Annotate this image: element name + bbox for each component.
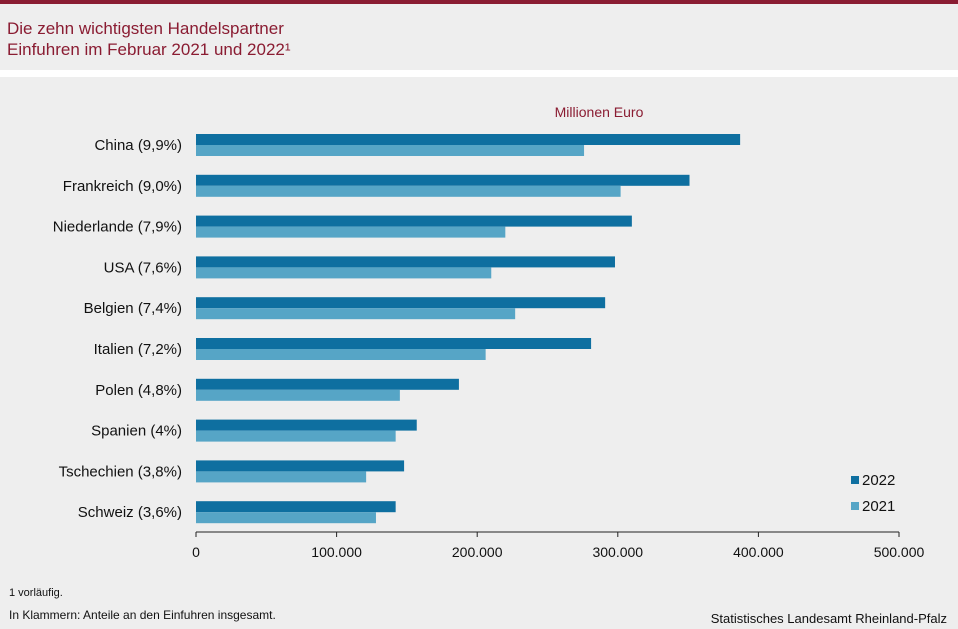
category-label: Spanien (4%): [91, 423, 182, 440]
bar-2022: [196, 378, 459, 390]
source-label: Statistisches Landesamt Rheinland-Pfalz: [710, 611, 947, 626]
bar-2022: [196, 256, 615, 268]
x-tick-label: 500.000: [874, 544, 925, 560]
bar-2021: [196, 145, 585, 156]
bar-2022: [196, 460, 405, 472]
bar-2022: [196, 419, 417, 431]
bar-2022: [196, 297, 606, 309]
bar-2022: [196, 501, 396, 513]
category-label: USA (7,6%): [104, 259, 182, 276]
footnote-shares: In Klammern: Anteile an den Einfuhren in…: [9, 608, 276, 622]
bar-2021: [196, 430, 396, 442]
header: Die zehn wichtigsten Handelspartner Einf…: [0, 4, 958, 70]
x-tick-label: 300.000: [592, 544, 643, 560]
legend-label: 2021: [862, 498, 895, 515]
legend-swatch-2022: [851, 476, 859, 484]
category-label: Schweiz (3,6%): [78, 504, 182, 521]
bar-2021: [196, 308, 516, 320]
x-tick-label: 400.000: [733, 544, 784, 560]
unit-label: Millionen Euro: [555, 104, 644, 120]
bar-2021: [196, 512, 376, 524]
x-tick-label: 200.000: [452, 544, 503, 560]
title-line-1: Die zehn wichtigsten Handelspartner: [7, 19, 284, 38]
footnote-preliminary: 1 vorläufig.: [9, 587, 63, 599]
header-separator: [0, 70, 958, 77]
category-label: Belgien (7,4%): [84, 300, 182, 317]
bar-2021: [196, 471, 367, 483]
legend-swatch-2021: [851, 502, 859, 510]
category-label: China (9,9%): [94, 137, 182, 154]
category-label: Frankreich (9,0%): [63, 178, 182, 195]
bar-2021: [196, 185, 621, 197]
category-label: Italien (7,2%): [94, 341, 182, 358]
x-tick-label: 100.000: [311, 544, 362, 560]
chart-title: Die zehn wichtigsten Handelspartner Einf…: [7, 18, 291, 60]
category-label: Tschechien (3,8%): [59, 463, 182, 480]
bar-2022: [196, 174, 690, 186]
x-tick-label: 0: [192, 544, 200, 560]
bar-2022: [196, 338, 592, 349]
title-line-2: Einfuhren im Februar 2021 und 2022¹: [7, 40, 291, 59]
bar-2021: [196, 349, 486, 360]
category-label: Polen (4,8%): [95, 382, 182, 399]
top-rule: [0, 0, 958, 4]
bar-2022: [196, 134, 741, 145]
bar-2021: [196, 226, 506, 238]
bar-2021: [196, 267, 492, 279]
category-label: Niederlande (7,9%): [53, 219, 182, 236]
bar-2021: [196, 389, 400, 401]
legend-label: 2022: [862, 472, 895, 489]
bar-2022: [196, 215, 632, 227]
